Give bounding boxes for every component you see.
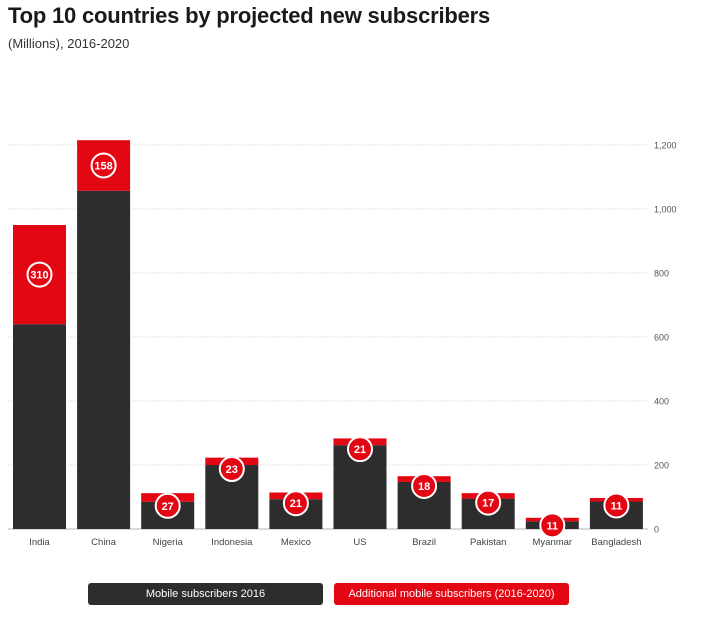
y-tick-label: 800 [654, 269, 669, 279]
chart-title: Top 10 countries by projected new subscr… [8, 3, 491, 28]
data-label-badge [282, 490, 309, 517]
y-tick-label: 0 [654, 525, 659, 535]
legend-base-label: Mobile subscribers 2016 [145, 588, 266, 600]
bar-base [13, 324, 66, 529]
data-label: 27 [162, 501, 174, 513]
data-label-badge [347, 436, 373, 463]
bar-base [77, 190, 131, 529]
data-label-badge [218, 456, 245, 482]
data-label-badge [539, 512, 566, 539]
data-label-badge [90, 152, 117, 179]
y-tick-label: 200 [654, 461, 669, 471]
data-label: 21 [354, 444, 366, 456]
x-tick-label: Bangladesh [591, 537, 641, 548]
x-tick-label: Brazil [412, 537, 436, 548]
x-tick-label: China [91, 537, 117, 548]
data-label-badge [603, 492, 630, 519]
data-label-badge [154, 492, 181, 519]
chart-subtitle: (Millions), 2016-2020 [8, 36, 130, 51]
data-label: 11 [611, 500, 623, 512]
legend-additional: Additional mobile subscribers (2016-2020… [334, 583, 569, 605]
y-tick-label: 1,000 [654, 205, 677, 215]
data-label: 11 [546, 520, 558, 532]
data-label-badge [475, 489, 502, 516]
data-label: 310 [30, 270, 48, 282]
x-tick-label: India [29, 537, 50, 548]
data-label-badge [26, 261, 53, 288]
data-label-badge [411, 472, 438, 499]
x-tick-label: Pakistan [470, 537, 506, 548]
x-tick-label: Nigeria [153, 537, 184, 548]
x-tick-label: US [353, 537, 366, 548]
y-tick-label: 600 [654, 333, 669, 343]
data-label: 17 [482, 498, 494, 510]
legend-additional-label: Additional mobile subscribers (2016-2020… [348, 588, 555, 600]
x-tick-label: Indonesia [211, 537, 253, 548]
data-label: 158 [94, 160, 112, 172]
data-label: 23 [226, 464, 238, 476]
x-tick-label: Myanmar [533, 537, 573, 548]
data-label: 21 [290, 498, 302, 510]
x-tick-label: Mexico [281, 537, 311, 548]
data-label: 18 [418, 481, 430, 493]
y-tick-label: 1,200 [654, 141, 677, 151]
legend-base: Mobile subscribers 2016 [88, 583, 323, 605]
y-tick-label: 400 [654, 397, 669, 407]
